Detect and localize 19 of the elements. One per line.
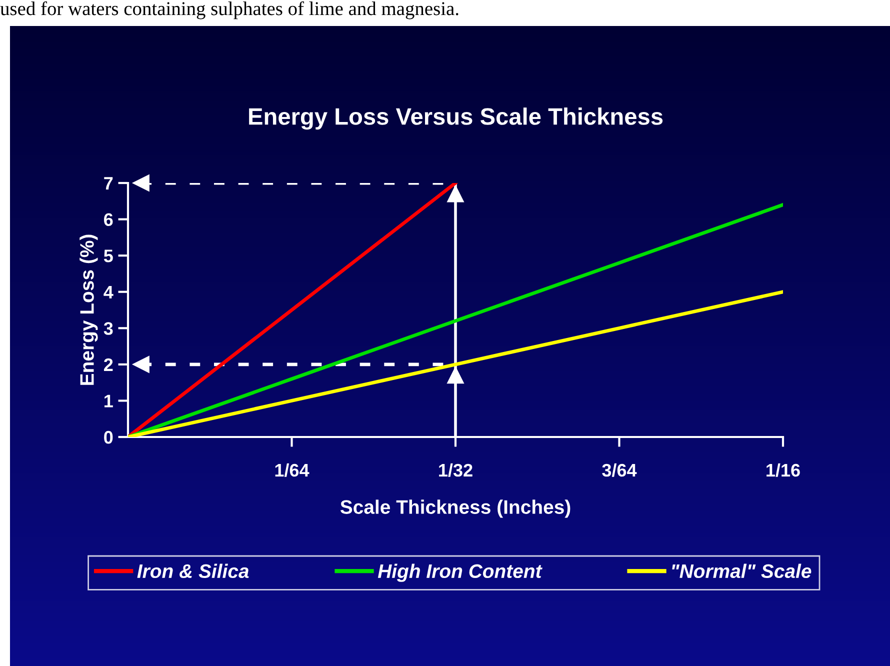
y-tick-label: 2 bbox=[104, 358, 113, 371]
y-tick-label: 6 bbox=[104, 213, 113, 226]
y-axis-title: Energy Loss (%) bbox=[80, 234, 98, 385]
y-tick-label: 4 bbox=[104, 286, 114, 298]
legend-label: Iron & Silica bbox=[137, 564, 249, 578]
y-tick-label: 0 bbox=[104, 430, 113, 444]
y-tick-label: 3 bbox=[104, 322, 113, 335]
chart-title: Energy Loss Versus Scale Thickness bbox=[249, 108, 663, 130]
legend-label: "Normal" Scale bbox=[672, 564, 812, 578]
y-tick-label: 1 bbox=[104, 394, 113, 408]
y-tick-label: 7 bbox=[104, 177, 113, 190]
x-axis-title: Scale Thickness (Inches) bbox=[340, 500, 570, 518]
x-tick-label: 1/64 bbox=[275, 463, 310, 477]
x-tick-label: 1/32 bbox=[439, 463, 472, 477]
x-tick-label: 1/16 bbox=[766, 463, 800, 477]
text: used for waters containing sulphates of lime and magnesia. bbox=[0, 1, 458, 20]
legend-label: High Iron Content bbox=[378, 564, 542, 582]
x-tick-label: 3/64 bbox=[602, 463, 637, 477]
y-tick-label: 5 bbox=[104, 250, 113, 262]
